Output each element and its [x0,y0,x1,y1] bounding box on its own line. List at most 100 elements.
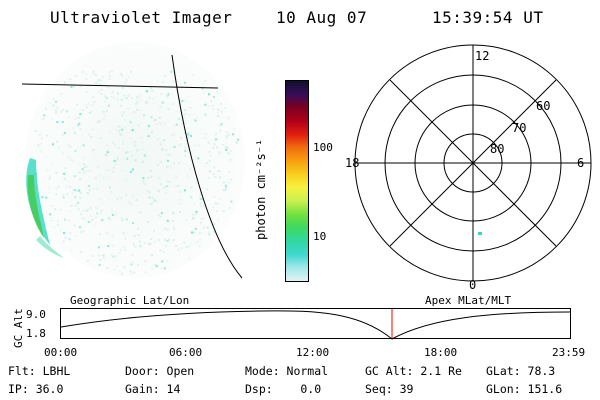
image-speckle [82,168,85,171]
image-speckle [220,123,223,126]
image-speckle [197,144,200,147]
image-speckle [90,219,93,222]
image-speckle [190,186,193,189]
image-speckle [193,213,196,216]
image-speckle [121,272,123,275]
image-speckle [116,98,119,101]
image-speckle [200,198,203,201]
image-speckle [124,126,127,129]
image-speckle [222,181,225,184]
image-speckle [105,110,108,113]
image-speckle [144,260,147,263]
image-speckle [206,162,209,165]
image-speckle [79,196,82,199]
image-speckle [74,149,77,152]
image-speckle [43,114,46,117]
image-speckle [133,143,136,146]
image-speckle [173,162,176,165]
image-speckle [207,176,210,179]
image-speckle [108,77,111,80]
image-speckle [199,197,202,200]
colorbar-tick-10: 10 [313,230,327,243]
image-speckle [209,170,211,173]
image-speckle [153,119,156,122]
image-speckle [72,188,75,191]
image-speckle [129,203,132,205]
image-speckle [170,134,173,137]
timeline-y-axis-label: GC Alt [12,308,25,348]
image-speckle [122,94,125,97]
image-speckle [83,165,86,168]
info-mode: Mode: Normal [245,364,329,378]
image-speckle [192,74,195,77]
image-speckle [151,196,154,199]
image-speckle [99,83,102,86]
image-speckle [222,188,225,191]
image-speckle [114,143,116,146]
image-speckle [101,219,104,222]
image-speckle [159,143,162,146]
image-speckle [177,248,180,251]
image-speckle [103,115,106,118]
info-flt: Flt: LBHL [8,364,71,378]
colorbar-tick-100: 100 [313,141,333,154]
image-speckle [166,219,169,222]
image-speckle [164,185,167,188]
image-speckle [98,254,101,257]
image-speckle [162,250,165,253]
image-speckle [64,236,67,239]
image-speckle [179,190,182,193]
image-speckle [121,128,124,131]
image-speckle [208,159,211,162]
image-speckle [134,159,137,162]
image-speckle [41,196,44,199]
image-speckle [44,107,47,110]
image-speckle [107,217,110,220]
image-speckle [222,144,225,146]
image-speckle [204,113,207,116]
image-speckle [112,244,115,247]
image-speckle [199,204,202,207]
image-speckle [102,257,105,260]
image-speckle [231,133,234,136]
image-speckle [114,163,117,166]
image-speckle [49,213,52,216]
image-speckle [168,154,171,157]
image-speckle [100,209,103,212]
image-speckle [142,180,145,183]
image-speckle [204,103,207,106]
image-speckle [137,263,140,266]
image-speckle [146,190,149,192]
image-speckle [184,81,187,84]
instrument-title: Ultraviolet Imager [50,8,233,27]
image-speckle [75,234,78,237]
image-speckle [150,87,153,90]
image-speckle [167,180,169,183]
image-speckle [212,108,215,111]
timeline-xtick-0600: 06:00 [169,346,203,359]
image-speckle [132,260,135,263]
image-speckle [78,171,81,174]
image-speckle [189,106,192,109]
image-speckle [87,102,90,105]
image-speckle [233,132,235,135]
image-speckle [42,117,45,120]
image-speckle [155,200,158,203]
image-speckle [86,260,89,262]
image-speckle [148,196,151,199]
image-speckle [184,189,186,192]
image-speckle [216,202,219,205]
image-speckle [225,137,228,140]
image-speckle [77,208,80,211]
image-speckle [214,202,217,205]
image-speckle [204,165,207,168]
image-speckle [69,210,72,213]
image-speckle [157,239,160,241]
image-speckle [188,257,191,260]
image-speckle [157,164,159,167]
image-speckle [199,238,202,241]
image-speckle [139,99,142,102]
image-speckle [89,214,92,217]
image-speckle [139,245,142,248]
image-speckle [157,189,160,191]
